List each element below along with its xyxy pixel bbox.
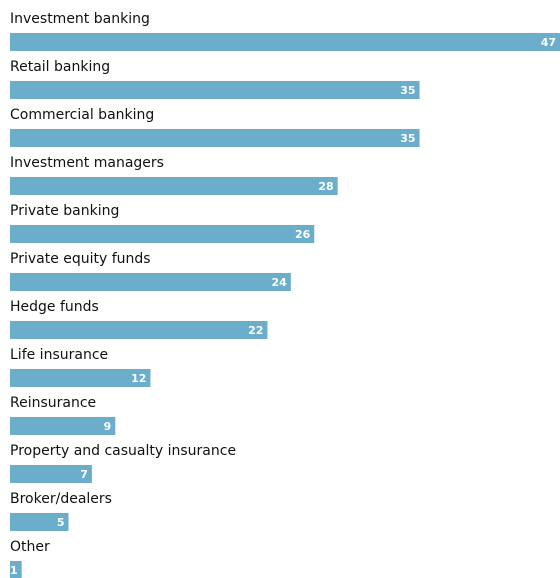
value-label: 1: [10, 564, 18, 577]
category-label: Other: [10, 539, 50, 555]
category-label: Investment banking: [10, 11, 150, 27]
value-label: 35: [400, 132, 415, 145]
category-label: Retail banking: [10, 59, 110, 75]
bar: [10, 465, 92, 483]
value-label: 35: [400, 84, 415, 97]
bar: [10, 321, 268, 339]
value-label: 26: [295, 228, 311, 241]
bar: [10, 33, 560, 51]
category-label: Investment managers: [10, 155, 164, 171]
bar: [10, 513, 69, 531]
value-label: 12: [131, 372, 146, 385]
category-label: Commercial banking: [10, 107, 154, 123]
value-label: 22: [248, 324, 263, 337]
category-label: Reinsurance: [10, 395, 96, 411]
bar: [10, 81, 420, 99]
category-label: Broker/dealers: [10, 491, 112, 507]
bar: [10, 369, 151, 387]
category-label: Hedge funds: [10, 299, 99, 315]
bar: [10, 561, 22, 578]
value-label: 9: [104, 420, 112, 433]
category-label: Life insurance: [10, 347, 108, 363]
category-label: Property and casualty insurance: [10, 443, 236, 459]
bar: [10, 177, 338, 195]
bar: [10, 417, 116, 435]
category-label: Private equity funds: [10, 251, 151, 267]
bar: [10, 225, 315, 243]
bar: [10, 273, 291, 291]
bar: [10, 129, 420, 147]
value-label: 24: [272, 276, 288, 289]
value-label: 47: [541, 36, 556, 49]
value-label: 28: [318, 180, 333, 193]
value-label: 5: [57, 516, 65, 529]
value-label: 7: [80, 468, 88, 481]
category-label: Private banking: [10, 203, 119, 219]
